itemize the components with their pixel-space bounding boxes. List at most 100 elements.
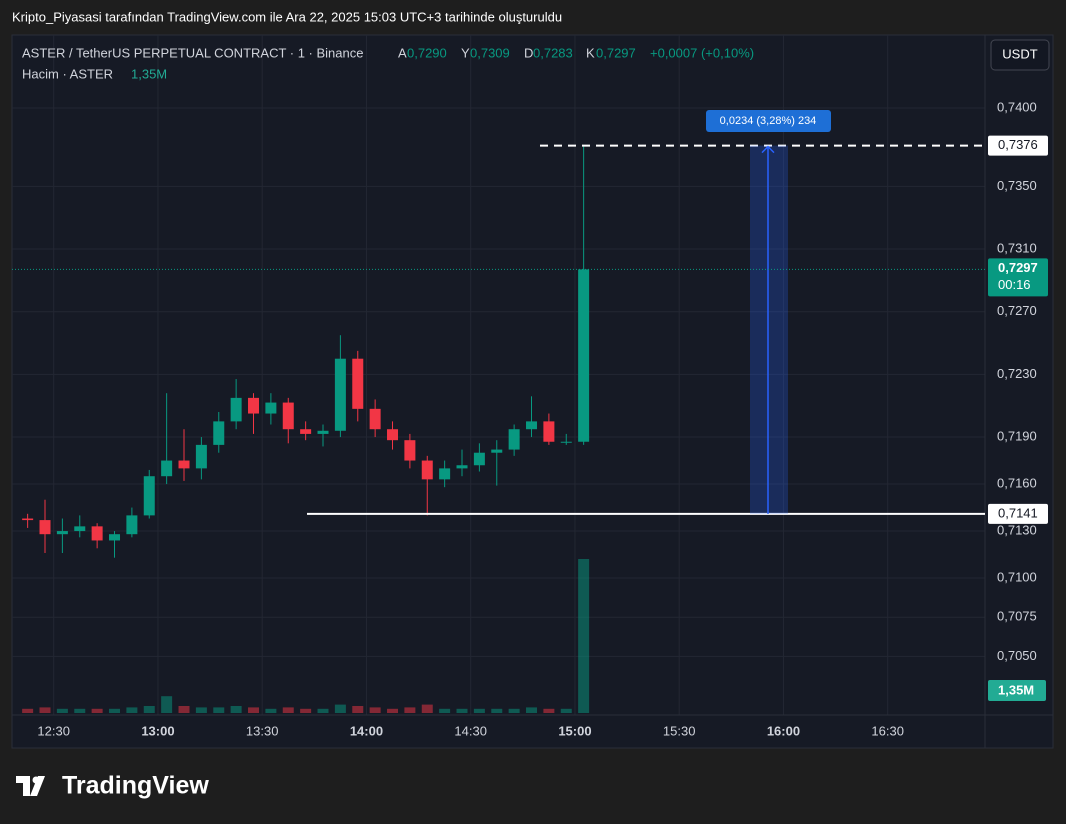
volume-bar <box>491 708 503 713</box>
candle-body <box>195 444 207 469</box>
x-tick-label: 16:00 <box>767 723 800 738</box>
volume-bar <box>300 708 312 713</box>
volume-bar <box>352 706 364 713</box>
measure-arrowhead <box>761 145 775 154</box>
legend-symbol: ASTER / TetherUS PERPETUAL CONTRACT · 1 … <box>22 45 363 60</box>
legend-close: 0,7297 <box>596 45 636 60</box>
x-tick-label: 15:00 <box>558 723 591 738</box>
y-tick-label: 0,7310 <box>997 240 1037 255</box>
legend-volume-title: Hacim · ASTER <box>22 66 113 81</box>
countdown: 00:16 <box>998 277 1031 292</box>
candle-body <box>508 429 520 450</box>
candle-body <box>334 358 346 431</box>
brand: TradingView <box>62 772 209 800</box>
logo-icon <box>16 776 45 796</box>
candle-body <box>22 518 34 521</box>
candle-body <box>526 421 538 430</box>
volume-bar <box>473 708 485 713</box>
price-tag <box>988 135 1048 156</box>
x-tick-label: 13:30 <box>246 723 279 738</box>
candle-body <box>178 460 190 469</box>
candle-body <box>213 421 225 445</box>
volume-bar <box>213 707 225 713</box>
candle-body <box>248 397 260 414</box>
legend-open-label: A <box>398 45 407 60</box>
x-tick-label: 16:30 <box>871 723 904 738</box>
candle-body <box>473 452 485 466</box>
x-tick-label: 14:30 <box>454 723 487 738</box>
volume-bar <box>317 708 329 713</box>
legend-close-label: K <box>586 45 595 60</box>
candle-body <box>74 526 86 532</box>
y-tick-label: 0,7160 <box>997 475 1037 490</box>
x-tick-label: 13:00 <box>141 723 174 738</box>
candle-body <box>300 429 312 434</box>
last-price-tag <box>988 258 1048 297</box>
candle-body <box>439 468 451 480</box>
volume-bar <box>282 707 294 713</box>
volume-bar <box>456 708 468 713</box>
candle-body <box>352 358 364 409</box>
volume-bar <box>22 708 34 713</box>
volume-bar <box>526 707 538 713</box>
chart-panel <box>11 34 1054 749</box>
x-tick-label: 15:30 <box>663 723 696 738</box>
last-price-label: 0,7297 <box>998 260 1038 275</box>
volume-tag <box>988 680 1046 701</box>
currency-label[interactable]: USDT <box>1002 46 1037 61</box>
volume-bar <box>74 708 86 713</box>
candle-body <box>230 397 242 422</box>
volume-bar <box>560 708 572 713</box>
plot: 0,7400 0,7350 0,7310 0,7270 0,7230 0,7190 0,71… <box>12 35 1053 748</box>
candle-body <box>282 402 294 430</box>
volume-bar <box>91 708 103 713</box>
volume-bar <box>508 708 520 713</box>
x-tick-label: 12:30 <box>37 723 70 738</box>
candle-body <box>317 430 329 434</box>
measure-label-box <box>706 110 831 132</box>
currency-button[interactable] <box>990 39 1050 71</box>
legend-open: 0,7290 <box>407 45 447 60</box>
candle-body <box>91 526 103 541</box>
candle-body <box>404 440 416 461</box>
y-tick-label: 0,7230 <box>997 366 1037 381</box>
volume-tag-label: 1,35M <box>998 682 1034 697</box>
candle-body <box>56 531 68 535</box>
volume-bar <box>248 707 260 713</box>
volume-bar <box>387 708 399 713</box>
candle-body <box>387 429 399 441</box>
candle-body <box>578 269 590 442</box>
legend-low-label: D <box>524 45 533 60</box>
y-tick-label: 0,7100 <box>997 569 1037 584</box>
candle-body <box>369 408 381 430</box>
volume-bar <box>369 707 381 713</box>
candle-body <box>421 460 433 480</box>
logo: TradingView <box>16 772 209 800</box>
candle-body <box>126 515 138 535</box>
y-tick-label: 0,7190 <box>997 428 1037 443</box>
candle-body <box>109 534 121 541</box>
volume-bar <box>265 708 277 713</box>
volume-bar <box>404 707 416 713</box>
candle-body <box>456 465 468 469</box>
price-tag-label: 0,7141 <box>998 505 1038 520</box>
legend-volume: 1,35M <box>131 66 167 81</box>
candle-body <box>161 460 173 477</box>
measure-label: 0,0234 (3,28%) 234 <box>720 115 817 127</box>
price-tag-label: 0,7376 <box>998 137 1038 152</box>
volume-bar <box>56 708 68 713</box>
candle-body <box>491 449 503 453</box>
caption: Kripto_Piyasasi tarafından TradingView.c… <box>12 9 562 24</box>
volume-bar <box>178 706 190 713</box>
candle-body <box>265 402 277 414</box>
measure-box <box>750 145 788 514</box>
legend-high-label: Y <box>461 45 470 60</box>
volume-bar <box>578 559 590 713</box>
x-tick-label: 14:00 <box>350 723 383 738</box>
volume-bar <box>334 704 346 713</box>
candle-body <box>543 421 555 442</box>
price-tag <box>988 503 1048 524</box>
volume-bar <box>126 707 138 713</box>
volume-bar <box>230 706 242 713</box>
